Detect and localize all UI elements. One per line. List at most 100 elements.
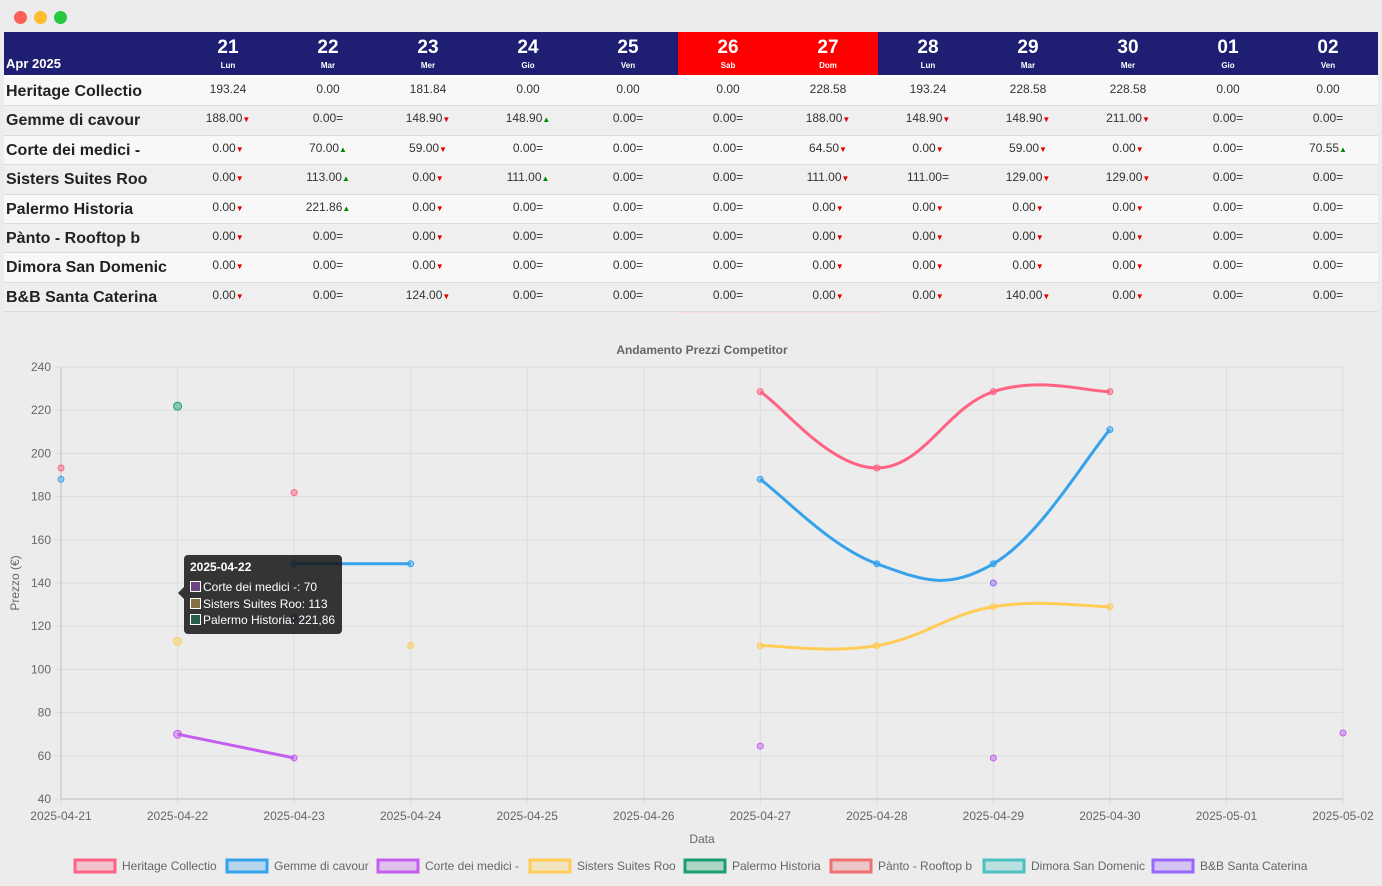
price-cell[interactable]: 0.00= — [1178, 111, 1278, 125]
day-header-23[interactable]: 23 Mer — [378, 32, 478, 75]
price-cell[interactable]: 193.24 — [878, 82, 978, 96]
price-cell[interactable]: 211.00▼ — [1078, 111, 1178, 125]
price-cell[interactable]: 0.00▼ — [1078, 141, 1178, 155]
price-cell[interactable]: 0.00= — [1178, 288, 1278, 302]
price-cell[interactable]: 0.00▼ — [178, 288, 278, 302]
day-header-29[interactable]: 29 Mar — [978, 32, 1078, 75]
price-cell[interactable]: 0.00= — [278, 288, 378, 302]
price-cell[interactable]: 140.00▼ — [978, 288, 1078, 302]
price-cell[interactable]: 0.00 — [1278, 82, 1378, 96]
price-cell[interactable]: 0.00= — [678, 288, 778, 302]
price-cell[interactable]: 0.00▼ — [378, 170, 478, 184]
price-cell[interactable]: 0.00▼ — [778, 200, 878, 214]
price-cell[interactable]: 0.00 — [278, 82, 378, 96]
price-cell[interactable]: 111.00▲ — [478, 170, 578, 184]
day-header-01[interactable]: 01 Gio — [1178, 32, 1278, 75]
price-cell[interactable]: 0.00 — [1178, 82, 1278, 96]
minimize-window-button[interactable] — [34, 11, 47, 24]
price-cell[interactable]: 64.50▼ — [778, 141, 878, 155]
price-cell[interactable]: 0.00= — [1278, 200, 1378, 214]
price-cell[interactable]: 188.00▼ — [178, 111, 278, 125]
price-cell[interactable]: 0.00= — [678, 170, 778, 184]
price-cell[interactable]: 0.00▼ — [978, 258, 1078, 272]
price-cell[interactable]: 0.00= — [1178, 258, 1278, 272]
price-cell[interactable]: 124.00▼ — [378, 288, 478, 302]
price-cell[interactable]: 148.90▲ — [478, 111, 578, 125]
price-cell[interactable]: 70.55▲ — [1278, 141, 1378, 155]
price-cell[interactable]: 0.00▼ — [1078, 229, 1178, 243]
price-cell[interactable]: 228.58 — [1078, 82, 1178, 96]
price-cell[interactable]: 228.58 — [778, 82, 878, 96]
price-cell[interactable]: 0.00▼ — [778, 288, 878, 302]
day-header-25[interactable]: 25 Ven — [578, 32, 678, 75]
price-cell[interactable]: 0.00▼ — [1078, 288, 1178, 302]
price-cell[interactable]: 0.00▼ — [178, 170, 278, 184]
price-cell[interactable]: 0.00= — [578, 258, 678, 272]
price-cell[interactable]: 0.00▼ — [878, 141, 978, 155]
price-cell[interactable]: 0.00= — [1178, 170, 1278, 184]
price-cell[interactable]: 0.00= — [678, 200, 778, 214]
price-cell[interactable]: 0.00 — [678, 82, 778, 96]
price-cell[interactable]: 0.00 — [478, 82, 578, 96]
price-cell[interactable]: 0.00▼ — [878, 258, 978, 272]
price-cell[interactable]: 59.00▼ — [378, 141, 478, 155]
price-cell[interactable]: 0.00= — [578, 288, 678, 302]
day-header-21[interactable]: 21 Lun — [178, 32, 278, 75]
price-cell[interactable]: 0.00= — [678, 258, 778, 272]
day-header-26[interactable]: 26 Sab — [678, 32, 778, 75]
day-header-02[interactable]: 02 Ven — [1278, 32, 1378, 75]
price-cell[interactable]: 0.00= — [478, 141, 578, 155]
zoom-window-button[interactable] — [54, 11, 67, 24]
price-cell[interactable]: 0.00= — [1178, 200, 1278, 214]
price-cell[interactable]: 0.00▼ — [178, 141, 278, 155]
day-header-30[interactable]: 30 Mer — [1078, 32, 1178, 75]
day-header-27[interactable]: 27 Dom — [778, 32, 878, 75]
price-cell[interactable]: 0.00= — [1178, 141, 1278, 155]
price-cell[interactable]: 59.00▼ — [978, 141, 1078, 155]
price-cell[interactable]: 0.00= — [578, 141, 678, 155]
price-cell[interactable]: 193.24 — [178, 82, 278, 96]
price-cell[interactable]: 148.90▼ — [978, 111, 1078, 125]
price-cell[interactable]: 188.00▼ — [778, 111, 878, 125]
price-cell[interactable]: 111.00= — [878, 170, 978, 184]
price-cell[interactable]: 0.00= — [278, 111, 378, 125]
price-cell[interactable]: 0.00= — [678, 229, 778, 243]
price-cell[interactable]: 0.00▼ — [178, 229, 278, 243]
price-cell[interactable]: 0.00▼ — [1078, 258, 1178, 272]
price-cell[interactable]: 0.00= — [1178, 229, 1278, 243]
price-cell[interactable]: 0.00▼ — [978, 229, 1078, 243]
day-header-22[interactable]: 22 Mar — [278, 32, 378, 75]
price-cell[interactable]: 0.00▼ — [378, 258, 478, 272]
price-cell[interactable]: 0.00= — [478, 288, 578, 302]
price-cell[interactable]: 0.00▼ — [1078, 200, 1178, 214]
price-cell[interactable]: 0.00▼ — [878, 229, 978, 243]
price-cell[interactable]: 0.00▼ — [978, 200, 1078, 214]
price-cell[interactable]: 0.00▼ — [778, 229, 878, 243]
price-cell[interactable]: 0.00▼ — [878, 200, 978, 214]
price-cell[interactable]: 148.90▼ — [878, 111, 978, 125]
price-cell[interactable]: 0.00▼ — [378, 229, 478, 243]
price-cell[interactable]: 70.00▲ — [278, 141, 378, 155]
price-cell[interactable]: 0.00= — [578, 229, 678, 243]
price-cell[interactable]: 129.00▼ — [978, 170, 1078, 184]
price-cell[interactable]: 0.00= — [1278, 258, 1378, 272]
price-cell[interactable]: 0.00= — [478, 258, 578, 272]
price-cell[interactable]: 0.00▼ — [378, 200, 478, 214]
price-cell[interactable]: 0.00= — [1278, 229, 1378, 243]
close-window-button[interactable] — [14, 11, 27, 24]
price-cell[interactable]: 0.00= — [278, 258, 378, 272]
price-cell[interactable]: 0.00= — [578, 170, 678, 184]
price-cell[interactable]: 0.00= — [1278, 170, 1378, 184]
price-cell[interactable]: 0.00▼ — [178, 258, 278, 272]
price-cell[interactable]: 0.00 — [578, 82, 678, 96]
price-cell[interactable]: 0.00= — [678, 141, 778, 155]
price-cell[interactable]: 113.00▲ — [278, 170, 378, 184]
price-cell[interactable]: 0.00= — [578, 200, 678, 214]
price-cell[interactable]: 0.00= — [478, 229, 578, 243]
price-cell[interactable]: 0.00= — [1278, 111, 1378, 125]
price-cell[interactable]: 228.58 — [978, 82, 1078, 96]
price-cell[interactable]: 148.90▼ — [378, 111, 478, 125]
price-cell[interactable]: 181.84 — [378, 82, 478, 96]
price-cell[interactable]: 221.86▲ — [278, 200, 378, 214]
price-cell[interactable]: 0.00= — [578, 111, 678, 125]
